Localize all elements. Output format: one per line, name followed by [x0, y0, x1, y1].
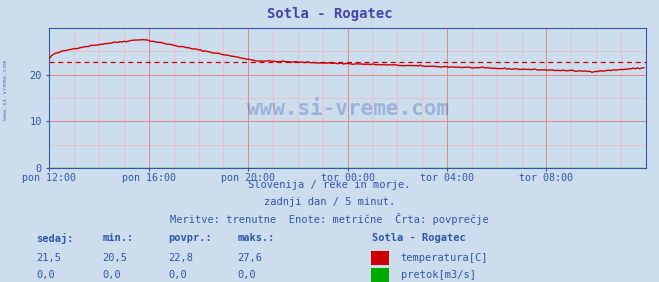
Text: 0,0: 0,0	[102, 270, 121, 280]
Text: 0,0: 0,0	[168, 270, 186, 280]
Text: sedaj:: sedaj:	[36, 233, 74, 244]
Text: 0,0: 0,0	[237, 270, 256, 280]
Text: www.si-vreme.com: www.si-vreme.com	[246, 99, 449, 119]
Text: 22,8: 22,8	[168, 253, 193, 263]
Text: Slovenija / reke in morje.: Slovenija / reke in morje.	[248, 180, 411, 190]
Text: zadnji dan / 5 minut.: zadnji dan / 5 minut.	[264, 197, 395, 207]
Text: 27,6: 27,6	[237, 253, 262, 263]
Text: 21,5: 21,5	[36, 253, 61, 263]
Text: povpr.:: povpr.:	[168, 233, 212, 243]
Text: min.:: min.:	[102, 233, 133, 243]
Text: maks.:: maks.:	[237, 233, 275, 243]
Text: Meritve: trenutne  Enote: metrične  Črta: povprečje: Meritve: trenutne Enote: metrične Črta: …	[170, 213, 489, 224]
Text: pretok[m3/s]: pretok[m3/s]	[401, 270, 476, 280]
Text: Sotla - Rogatec: Sotla - Rogatec	[372, 233, 466, 243]
Text: Sotla - Rogatec: Sotla - Rogatec	[267, 7, 392, 21]
Text: www.si-vreme.com: www.si-vreme.com	[3, 60, 8, 120]
Text: 20,5: 20,5	[102, 253, 127, 263]
Text: temperatura[C]: temperatura[C]	[401, 253, 488, 263]
Text: 0,0: 0,0	[36, 270, 55, 280]
